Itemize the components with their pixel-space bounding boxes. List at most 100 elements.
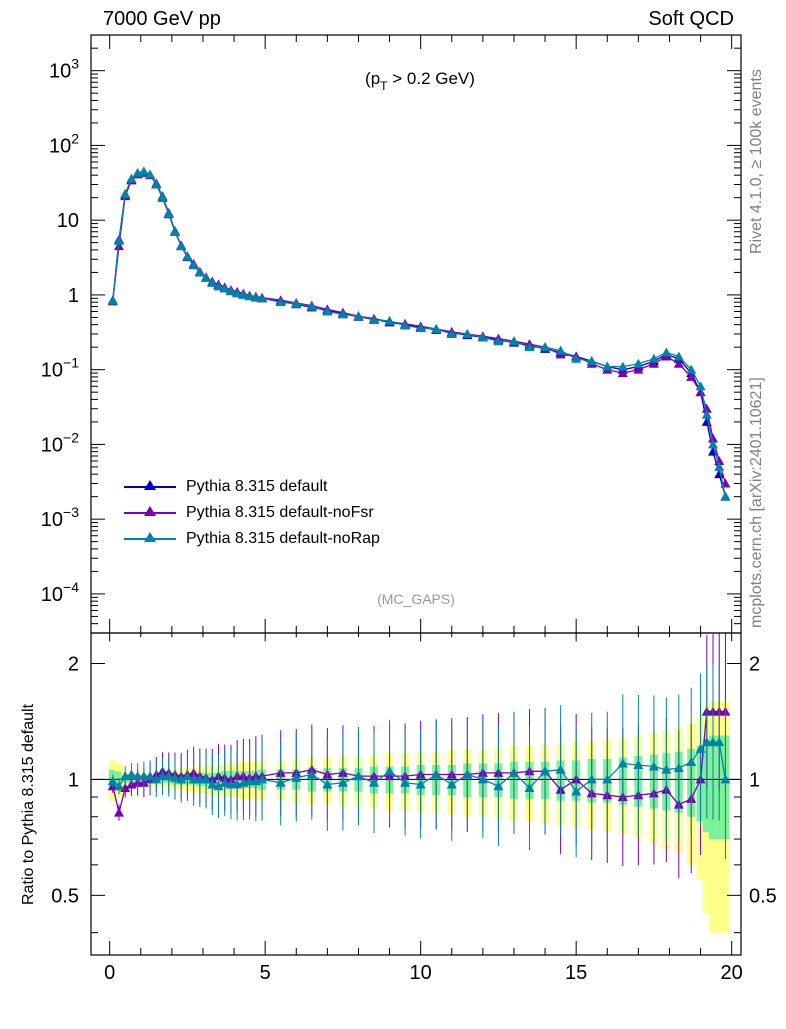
legend-marker-norap <box>144 532 156 542</box>
main-series-marker-2 <box>602 361 613 371</box>
y-tick-label-exp: −3 <box>63 504 79 520</box>
main-series-marker-2 <box>126 173 137 183</box>
process-label: Soft QCD <box>648 8 734 30</box>
ratio-series-marker-1 <box>213 781 224 791</box>
ratio-series-marker-1 <box>415 779 426 789</box>
main-series-marker-2 <box>238 289 249 299</box>
main-series-marker-2 <box>151 179 162 189</box>
main-series-marker-2 <box>194 267 205 277</box>
ratio-series-marker-1 <box>384 766 395 776</box>
y-tick-label-base: 10 <box>49 61 71 83</box>
main-series-line-0 <box>112 171 727 497</box>
ratio-series-marker-1 <box>107 776 118 786</box>
main-series-marker-2 <box>686 364 697 374</box>
main-series-marker-2 <box>701 409 712 419</box>
y-tick-label: 102 <box>49 130 79 157</box>
ratio-series-marker-1 <box>207 779 218 789</box>
main-series-marker-2 <box>369 315 380 325</box>
main-series-marker-2 <box>275 297 286 307</box>
ratio-series-marker-1 <box>201 774 212 784</box>
ratio-series-marker-1 <box>477 774 488 784</box>
x-tick-label: 15 <box>565 962 587 984</box>
main-series-marker-1 <box>648 358 659 368</box>
main-series-marker-2 <box>477 332 488 342</box>
source-label: mcplots.cern.ch [arXiv:2401.10621] <box>748 377 765 628</box>
ratio-series-marker-1 <box>176 774 187 784</box>
legend-line-norap <box>124 532 176 542</box>
main-series-marker-2 <box>708 439 719 449</box>
legend-marker-nofsr <box>144 506 156 516</box>
ratio-series-marker-1 <box>714 737 725 747</box>
main-series-marker-2 <box>571 353 582 363</box>
ratio-series-marker-1 <box>446 779 457 789</box>
main-series-marker-2 <box>182 251 193 261</box>
ratio-series-marker-1 <box>540 766 551 776</box>
y-tick-label: 10−4 <box>41 579 79 606</box>
main-series-marker-2 <box>337 309 348 319</box>
main-series-marker-2 <box>695 381 706 391</box>
legend-item-default: Pythia 8.315 default <box>124 475 327 499</box>
main-series-marker-1 <box>633 364 644 374</box>
ratio-series-marker-1 <box>219 777 230 787</box>
ratio-series-marker-1 <box>113 781 124 791</box>
main-series-marker-2 <box>586 356 597 366</box>
y-tick-label-base: 10 <box>49 135 71 157</box>
main-series-marker-2 <box>201 272 212 282</box>
y-tick-label-exp: −2 <box>63 429 79 445</box>
main-series-marker-2 <box>244 291 255 301</box>
main-series-marker-2 <box>415 323 426 333</box>
y-tick-label: 103 <box>49 56 79 83</box>
main-series-marker-2 <box>120 188 131 198</box>
main-series-marker-2 <box>291 298 302 308</box>
main-series-marker-2 <box>661 347 672 357</box>
rivet-version-label: Rivet 4.1.0, ≥ 100k events <box>748 69 765 254</box>
main-series-marker-2 <box>157 191 168 201</box>
main-series-marker-2 <box>633 358 644 368</box>
main-series-line-2 <box>112 170 727 497</box>
main-series-marker-2 <box>648 353 659 363</box>
ratio-series-marker-1 <box>586 774 597 784</box>
pt-cut-pre: (p <box>365 69 380 88</box>
ratio-series-marker-1 <box>369 777 380 787</box>
y-tick-label: 10−1 <box>41 355 79 382</box>
y-tick-label: 10−3 <box>41 504 79 531</box>
legend-label-nofsr: Pythia 8.315 default-noFsr <box>186 504 374 521</box>
legend-label-default: Pythia 8.315 default <box>186 478 328 495</box>
ratio-series-marker-1 <box>720 774 731 784</box>
pt-cut-annotation: (pT > 0.2 GeV) <box>365 69 475 93</box>
main-series-marker-2 <box>250 292 261 302</box>
ratio-y-tick-label-left: 1 <box>68 769 79 791</box>
main-series-marker-2 <box>431 323 442 333</box>
ratio-series-marker-1 <box>169 772 180 782</box>
y-tick-label-base: 10 <box>41 360 63 382</box>
main-series-marker-2 <box>138 166 149 176</box>
main-series-marker-2 <box>163 208 174 218</box>
legend-line-default <box>124 480 176 490</box>
ratio-series-marker-1 <box>661 764 672 774</box>
main-series-marker-2 <box>555 345 566 355</box>
main-series-marker-2 <box>322 306 333 316</box>
ratio-series-marker-1 <box>306 769 317 779</box>
ratio-series-marker-1 <box>163 771 174 781</box>
main-series-marker-2 <box>306 301 317 311</box>
ratio-series-marker-1 <box>602 774 613 784</box>
ratio-series-marker-1 <box>508 767 519 777</box>
ratio-series-marker-1 <box>648 761 659 771</box>
ratio-series-marker-1 <box>182 771 193 781</box>
main-series-marker-1 <box>686 371 697 381</box>
main-series-marker-1 <box>695 387 706 397</box>
ratio-series-marker-1 <box>353 771 364 781</box>
main-series-marker-2 <box>188 260 199 270</box>
ratio-plot-frame <box>90 632 742 956</box>
main-series-marker-2 <box>617 361 628 371</box>
ratio-series-marker-1 <box>695 743 706 753</box>
main-series-marker-2 <box>714 461 725 471</box>
y-tick-label-exp: 3 <box>71 56 79 72</box>
ratio-y-tick-label-right: 2 <box>749 653 760 675</box>
y-tick-label-exp: −1 <box>63 355 79 371</box>
x-tick-label: 20 <box>721 962 743 984</box>
ratio-y-axis-label: Ratio to Pythia 8.315 default <box>20 703 37 905</box>
main-series-marker-1 <box>673 358 684 368</box>
ratio-series-marker-1 <box>151 774 162 784</box>
